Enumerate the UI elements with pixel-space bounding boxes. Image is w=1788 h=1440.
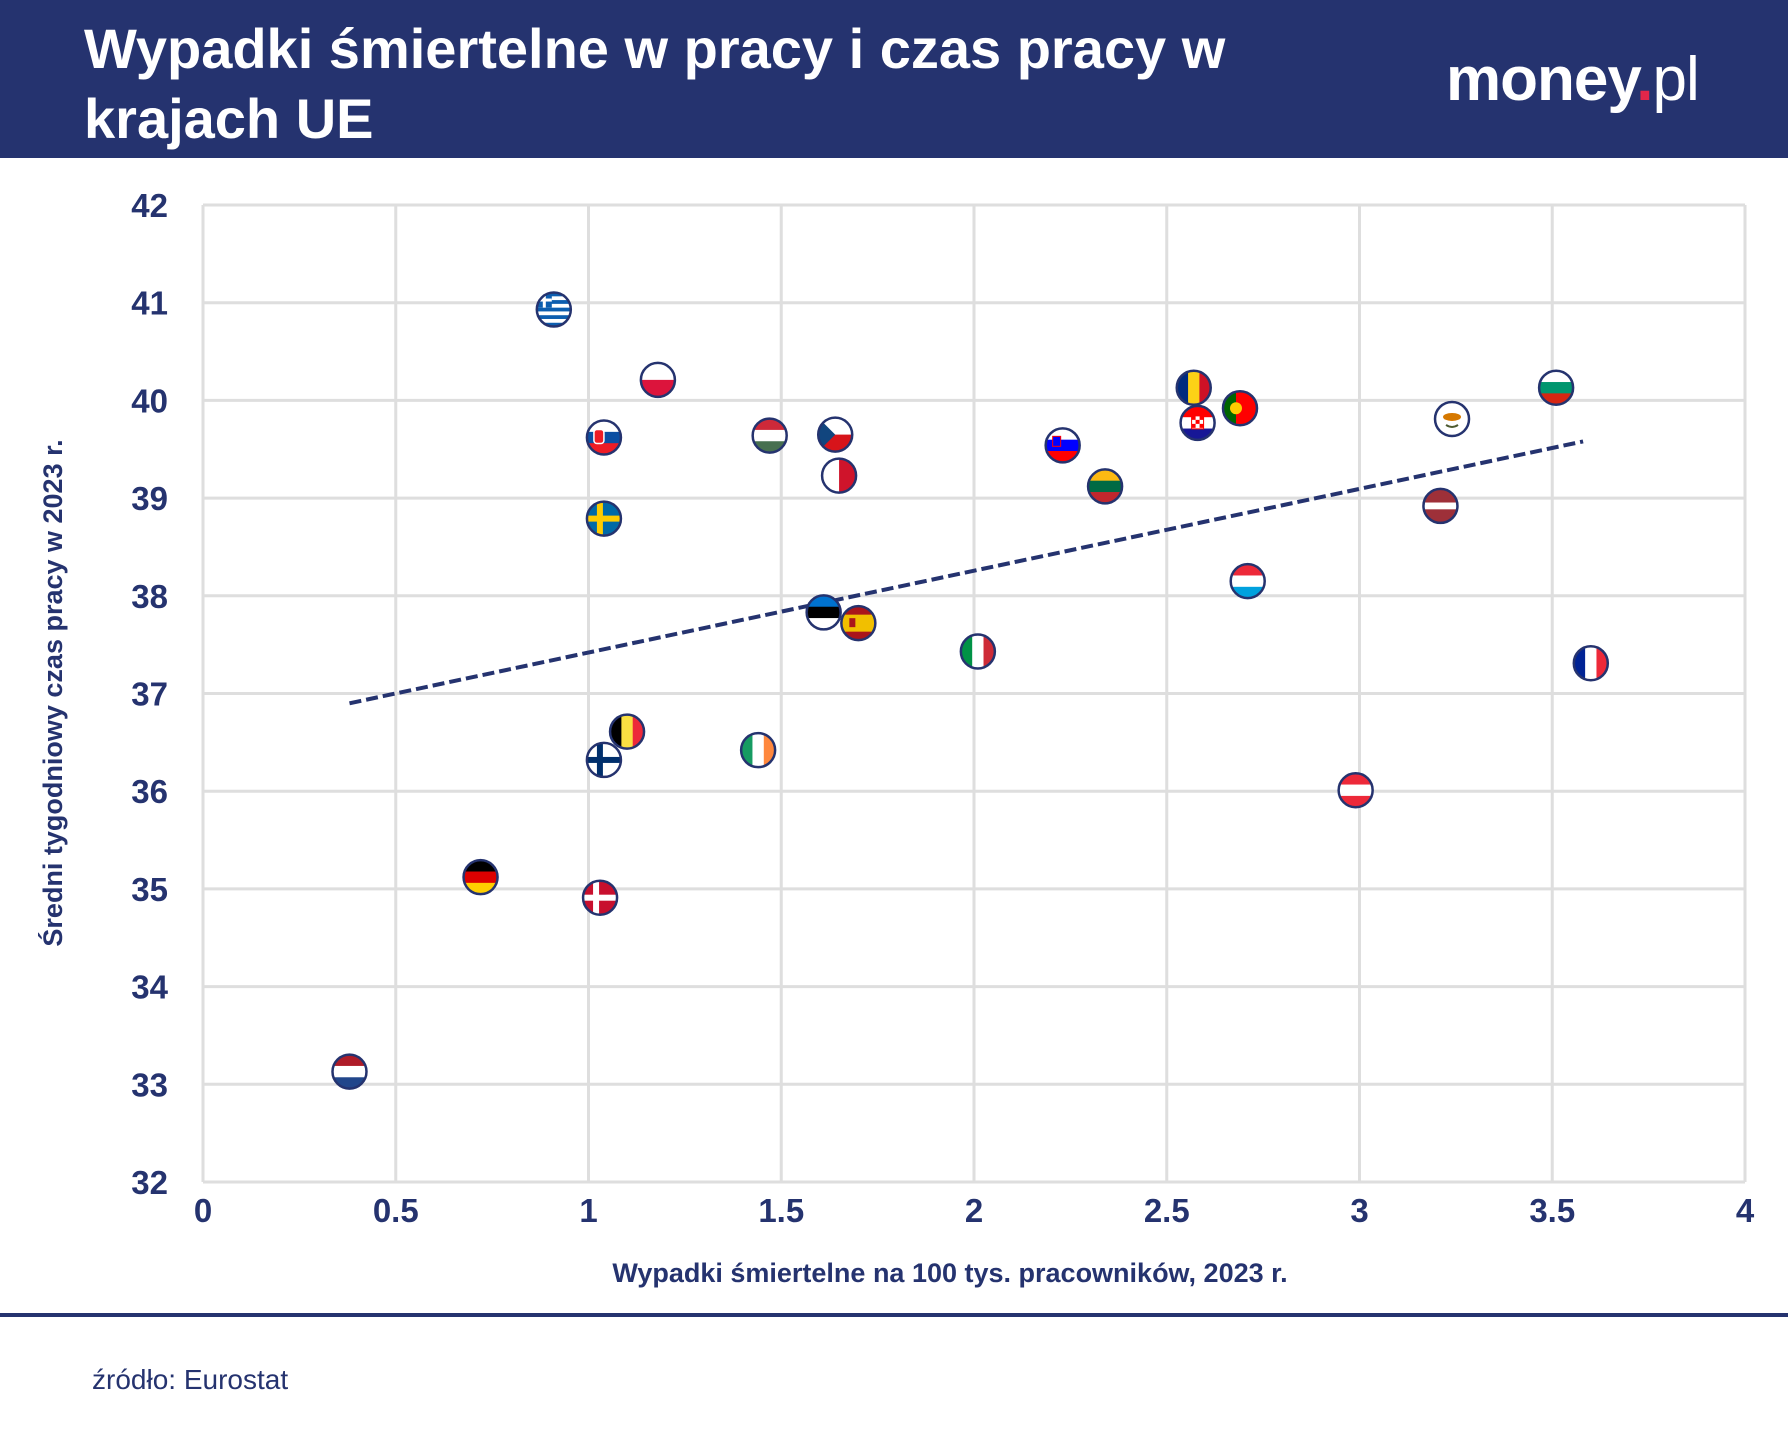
- header-banner: Wypadki śmiertelne w pracy i czas pracy …: [0, 0, 1788, 158]
- netherlands-flag-icon: [332, 1054, 367, 1089]
- y-tick-label: 34: [131, 969, 168, 1006]
- germany-flag-icon: [463, 860, 498, 895]
- czechia-flag-icon: [818, 417, 853, 452]
- x-tick-label: 1: [579, 1192, 597, 1229]
- y-tick-label: 35: [131, 871, 168, 908]
- data-point-luxembourg: [1229, 562, 1266, 600]
- data-point-estonia: [805, 594, 842, 631]
- data-point-germany: [462, 858, 499, 896]
- source-note: źródło: Eurostat: [92, 1364, 289, 1395]
- x-tick-label: 2: [965, 1192, 983, 1229]
- slovenia-flag-icon: [1045, 428, 1080, 463]
- france-flag-icon: [1573, 646, 1608, 681]
- trendline-group: [349, 439, 1584, 706]
- y-tick-label: 38: [131, 578, 168, 615]
- trendline: [349, 439, 1584, 706]
- x-tick-label: 3.5: [1529, 1192, 1575, 1229]
- data-point-malta: [820, 457, 858, 494]
- y-tick-label: 42: [131, 187, 168, 224]
- x-tick-label: 3: [1350, 1192, 1368, 1229]
- data-point-sweden: [585, 500, 623, 537]
- data-point-belgium: [608, 713, 646, 750]
- data-point-romania: [1175, 369, 1212, 406]
- data-point-greece: [535, 291, 573, 328]
- estonia-flag-icon: [806, 595, 841, 630]
- x-tick-label: 0.5: [373, 1192, 419, 1229]
- y-tick-label: 41: [131, 285, 168, 322]
- y-tick-label: 36: [131, 773, 168, 810]
- data-point-denmark: [581, 879, 619, 916]
- croatia-flag-icon: [1180, 405, 1215, 440]
- data-point-slovenia: [1044, 427, 1081, 464]
- data-point-bulgaria: [1537, 369, 1575, 406]
- romania-flag-icon: [1176, 370, 1211, 405]
- data-point-austria: [1337, 771, 1374, 809]
- data-point-spain: [840, 604, 877, 642]
- x-tick-label: 4: [1736, 1192, 1755, 1229]
- malta-flag-icon: [822, 458, 857, 493]
- tick-labels: 0 0.5 1 1.5 2 2.5 3 3.5 4 32 33 34 35 36 37 38 39 40 41 42: [131, 187, 1755, 1229]
- italy-flag-icon: [960, 634, 995, 669]
- latvia-flag-icon: [1423, 488, 1458, 523]
- x-axis-label: Wypadki śmiertelne na 100 tys. pracownik…: [612, 1258, 1287, 1288]
- money-pl-logo: money.pl: [1446, 45, 1700, 114]
- data-point-poland: [639, 361, 677, 399]
- y-tick-label: 33: [131, 1066, 168, 1103]
- data-point-italy: [959, 633, 997, 670]
- x-tick-label: 2.5: [1144, 1192, 1190, 1229]
- x-tick-label: 0: [194, 1192, 212, 1229]
- spain-flag-icon: [841, 606, 876, 641]
- y-tick-label: 40: [131, 382, 168, 419]
- data-point-portugal: [1221, 389, 1259, 427]
- hungary-flag-icon: [752, 418, 787, 453]
- data-point-netherlands: [331, 1053, 368, 1090]
- austria-flag-icon: [1338, 773, 1373, 808]
- x-tick-label: 1.5: [758, 1192, 804, 1229]
- slovakia-flag-icon: [586, 420, 621, 455]
- data-point-hungary: [751, 417, 788, 454]
- data-point-ireland: [739, 731, 777, 769]
- data-point-france: [1572, 644, 1610, 682]
- bulgaria-flag-icon: [1539, 370, 1574, 405]
- lithuania-flag-icon: [1088, 469, 1123, 504]
- y-tick-label: 32: [131, 1164, 168, 1201]
- data-point-czechia: [816, 416, 854, 453]
- data-point-lithuania: [1086, 468, 1124, 505]
- ireland-flag-icon: [741, 733, 776, 768]
- data-points: [331, 291, 1610, 1090]
- data-point-latvia: [1422, 487, 1459, 525]
- data-point-slovakia: [585, 419, 623, 456]
- data-point-cyprus: [1433, 400, 1471, 438]
- y-tick-label: 39: [131, 480, 168, 517]
- y-tick-label: 37: [131, 676, 168, 713]
- footer-divider: [0, 1313, 1788, 1317]
- data-point-finland: [585, 741, 623, 779]
- poland-flag-icon: [640, 362, 675, 397]
- data-point-croatia: [1179, 404, 1216, 442]
- y-axis-label: Średni tygodniowy czas pracy w 2023 r.: [37, 439, 68, 946]
- page-title: Wypadki śmiertelne w pracy i czas pracy …: [84, 17, 1226, 150]
- luxembourg-flag-icon: [1230, 564, 1265, 599]
- belgium-flag-icon: [610, 714, 645, 749]
- grid: [201, 203, 1747, 1184]
